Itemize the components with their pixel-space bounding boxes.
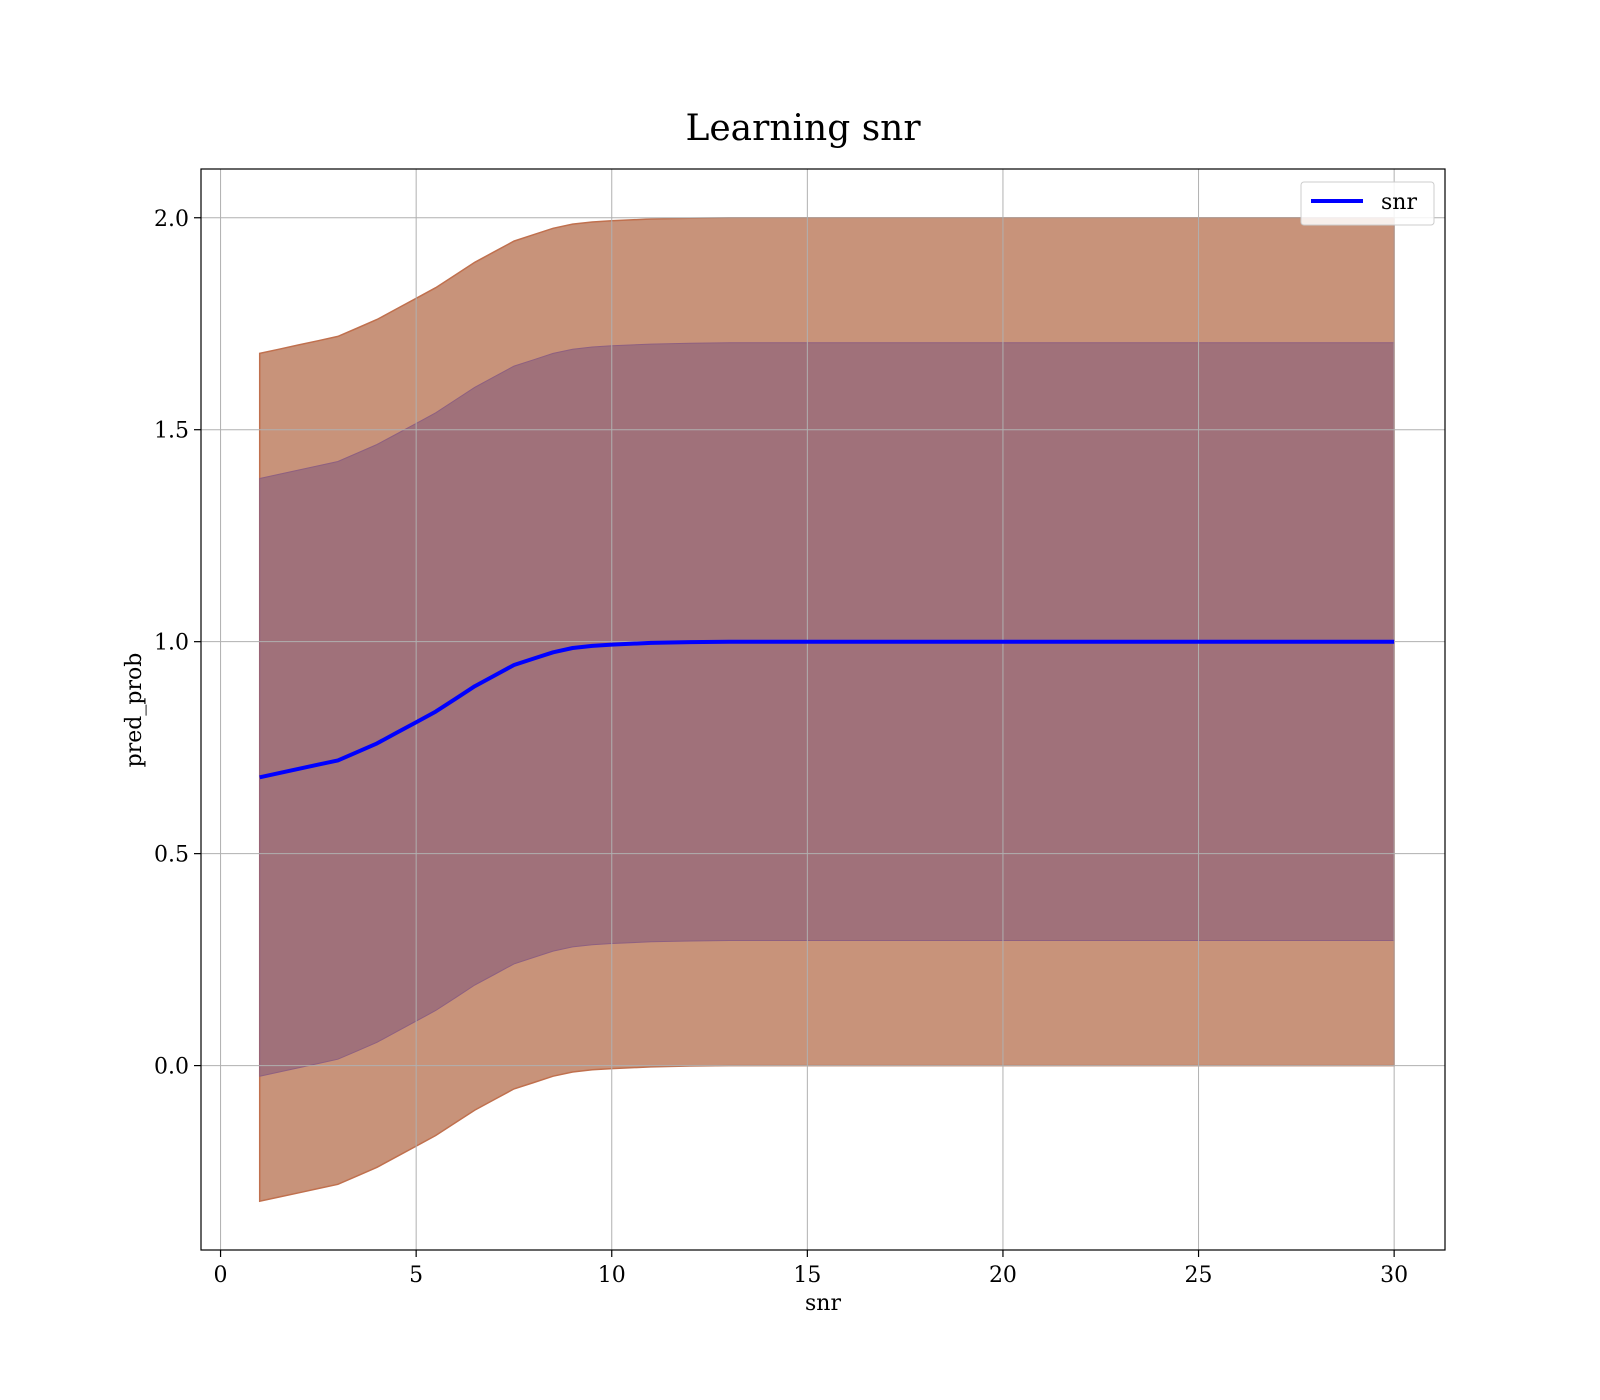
x-axis-label: snr <box>805 1291 841 1316</box>
legend: snr <box>1300 181 1435 226</box>
plot-area: 0 5 10 15 20 25 30 0.0 0.5 1.0 1.5 2.0 snr <box>154 168 1446 1288</box>
y-axis-label: pred_prob <box>122 653 147 768</box>
x-tick-label: 0 <box>214 1263 228 1288</box>
legend-box <box>1300 181 1435 226</box>
x-tick-label: 25 <box>1185 1263 1213 1288</box>
legend-label-snr: snr <box>1381 190 1417 215</box>
x-tick-label: 10 <box>598 1263 626 1288</box>
y-tick-label: 0.5 <box>154 843 189 868</box>
x-tick-label: 30 <box>1380 1263 1408 1288</box>
axes-frame <box>200 168 1446 1251</box>
y-tick-label: 1.5 <box>154 419 189 444</box>
y-tick-label: 0.0 <box>154 1055 189 1080</box>
x-tick-label: 20 <box>989 1263 1017 1288</box>
y-tick-label: 2.0 <box>154 207 189 232</box>
y-tick-label: 1.0 <box>154 631 189 656</box>
x-tick-label: 5 <box>409 1263 423 1288</box>
x-tick-label: 15 <box>793 1263 821 1288</box>
chart-title: Learning snr <box>685 108 921 149</box>
series-line-snr <box>259 639 1395 780</box>
